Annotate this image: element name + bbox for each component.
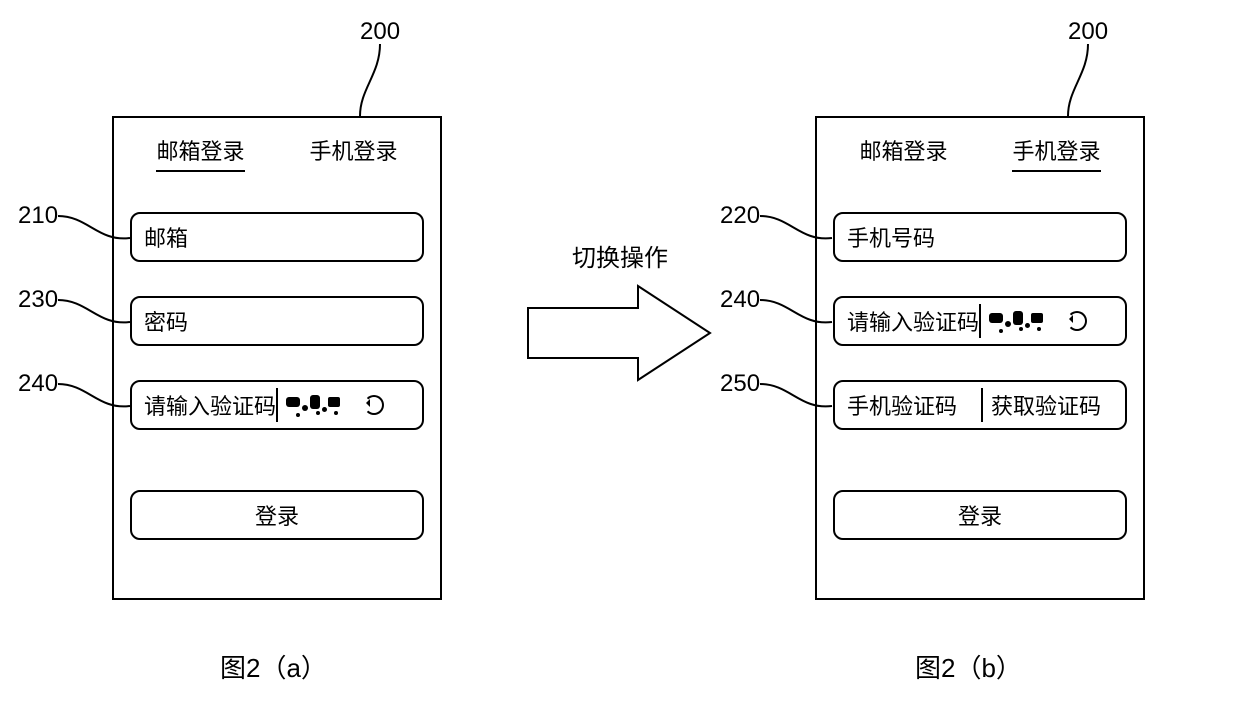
login-button-b[interactable]: 登录: [833, 490, 1127, 540]
captcha-image-a: [282, 391, 352, 419]
ref-200-right: 200: [1068, 18, 1108, 46]
captcha-refresh-icon-b[interactable]: [1067, 311, 1087, 331]
login-label-b: 登录: [835, 499, 1125, 531]
captcha-placeholder-b: 请输入验证码: [835, 305, 979, 337]
callout-240-a: 240: [18, 370, 58, 398]
caption-a: 图2（a）: [220, 648, 327, 685]
callout-250: 250: [720, 370, 760, 398]
callout-230-line: [58, 296, 138, 336]
captcha-refresh-icon-a[interactable]: [364, 395, 384, 415]
callout-240-b: 240: [720, 286, 760, 314]
captcha-field-a[interactable]: 请输入验证码: [130, 380, 424, 430]
callout-220: 220: [720, 202, 760, 230]
ref-200-left: 200: [360, 18, 400, 46]
caption-b: 图2（b）: [915, 648, 1022, 685]
figure-stage: 200 200 邮箱登录 手机登录 邮箱 密码 请输入验证码: [0, 0, 1240, 722]
captcha-divider-b: [979, 304, 981, 338]
phone-placeholder: 手机号码: [835, 221, 935, 253]
callout-230: 230: [18, 286, 58, 314]
tab-email-login-a[interactable]: 邮箱登录: [156, 134, 244, 172]
get-sms-button[interactable]: 获取验证码: [983, 389, 1125, 421]
switch-operation-label: 切换操作: [572, 238, 668, 273]
leader-200-right: [1058, 44, 1138, 124]
login-label-a: 登录: [132, 499, 422, 531]
callout-250-line: [760, 380, 840, 420]
switch-arrow-icon: [520, 278, 720, 388]
phone-field[interactable]: 手机号码: [833, 212, 1127, 262]
leader-200-left: [350, 44, 430, 124]
callout-240-a-line: [58, 380, 138, 420]
tab-phone-login-b[interactable]: 手机登录: [1012, 134, 1100, 172]
email-placeholder: 邮箱: [132, 221, 188, 253]
sms-code-placeholder: 手机验证码: [835, 389, 981, 421]
captcha-field-b[interactable]: 请输入验证码: [833, 296, 1127, 346]
email-field[interactable]: 邮箱: [130, 212, 424, 262]
captcha-placeholder-a: 请输入验证码: [132, 389, 276, 421]
tab-phone-login-a[interactable]: 手机登录: [309, 134, 397, 172]
captcha-image-b: [985, 307, 1055, 335]
tabs-a: 邮箱登录 手机登录: [114, 118, 440, 184]
sms-field[interactable]: 手机验证码 获取验证码: [833, 380, 1127, 430]
captcha-divider-a: [276, 388, 278, 422]
password-placeholder: 密码: [132, 305, 188, 337]
callout-240-b-line: [760, 296, 840, 336]
callout-220-line: [760, 212, 840, 252]
password-field[interactable]: 密码: [130, 296, 424, 346]
tabs-b: 邮箱登录 手机登录: [817, 118, 1143, 184]
tab-email-login-b[interactable]: 邮箱登录: [859, 134, 947, 172]
callout-210: 210: [18, 202, 58, 230]
login-button-a[interactable]: 登录: [130, 490, 424, 540]
callout-210-line: [58, 212, 138, 252]
